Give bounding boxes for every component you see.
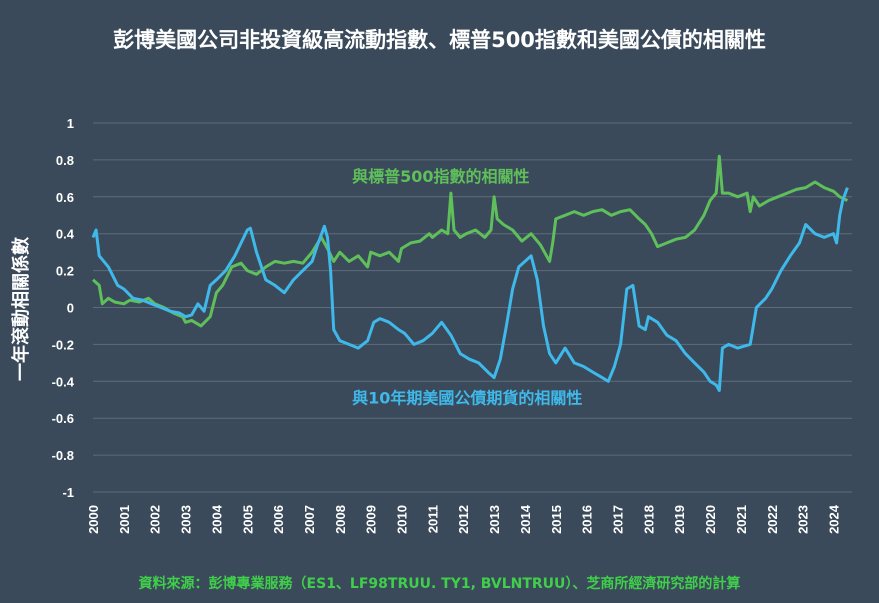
y-tick-label: 0.4 bbox=[56, 227, 75, 242]
y-tick-label: 0.8 bbox=[56, 153, 74, 168]
x-tick-label: 2013 bbox=[487, 505, 502, 534]
x-tick-label: 2011 bbox=[425, 505, 440, 533]
y-tick-label: -0.2 bbox=[52, 337, 74, 352]
series-line bbox=[91, 154, 849, 328]
chart-title: 彭博美國公司非投資級高流動指數、標普500指數和美國公債的相關性 bbox=[113, 28, 766, 52]
y-tick-label: -1 bbox=[62, 485, 74, 500]
y-tick-label: 1 bbox=[67, 116, 74, 131]
x-tick-label: 2016 bbox=[580, 505, 595, 534]
x-tick-label: 2007 bbox=[302, 505, 317, 534]
series-line bbox=[91, 187, 849, 392]
x-tick-label: 2023 bbox=[796, 505, 811, 534]
x-tick-label: 2012 bbox=[456, 505, 471, 534]
x-tick-label: 2003 bbox=[179, 505, 194, 534]
x-tick-label: 2022 bbox=[765, 505, 780, 534]
x-tick-label: 2009 bbox=[364, 505, 379, 534]
x-tick-label: 2006 bbox=[271, 505, 286, 534]
x-tick-label: 2015 bbox=[549, 505, 564, 534]
x-tick-label: 2008 bbox=[333, 505, 348, 534]
x-tick-label: 2020 bbox=[703, 505, 718, 534]
x-tick-label: 2019 bbox=[672, 505, 687, 534]
y-tick-label: -0.6 bbox=[52, 411, 74, 426]
y-tick-label: -0.4 bbox=[52, 374, 75, 389]
x-tick-label: 2004 bbox=[209, 504, 224, 534]
x-tick-label: 2014 bbox=[518, 504, 533, 534]
y-tick-label: 0.2 bbox=[56, 264, 74, 279]
series-annotation: 與標普500指數的相關性 bbox=[352, 167, 529, 186]
x-tick-label: 2021 bbox=[734, 505, 749, 534]
x-tick-label: 2024 bbox=[826, 504, 841, 534]
source-note: 資料來源：彭博專業服務（ES1、LF98TRUU. TY1, BVLNTRUU）… bbox=[138, 576, 741, 592]
y-tick-label: 0.6 bbox=[56, 190, 74, 205]
y-tick-label: -0.8 bbox=[52, 448, 74, 463]
x-tick-label: 2001 bbox=[117, 505, 132, 534]
x-tick-label: 2002 bbox=[148, 505, 163, 534]
series-annotation: 與10年期美國公債期貨的相關性 bbox=[352, 388, 582, 407]
x-tick-label: 2017 bbox=[611, 505, 626, 534]
x-tick-label: 2010 bbox=[395, 505, 410, 534]
x-tick-label: 2000 bbox=[86, 505, 101, 534]
y-tick-label: 0 bbox=[67, 301, 74, 316]
x-tick-label: 2005 bbox=[240, 505, 255, 534]
x-tick-label: 2018 bbox=[641, 505, 656, 534]
